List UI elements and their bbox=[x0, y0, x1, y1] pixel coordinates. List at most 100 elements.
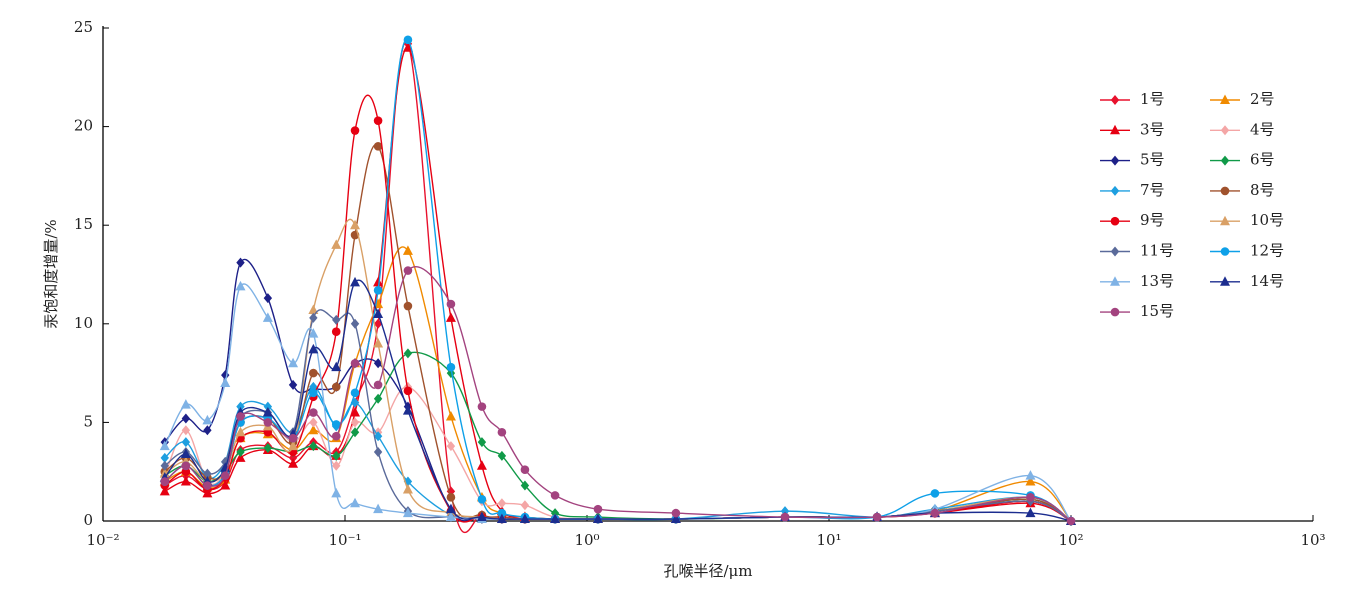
data-point bbox=[373, 276, 384, 287]
data-point bbox=[497, 498, 507, 509]
data-point bbox=[592, 513, 603, 524]
data-point bbox=[1066, 516, 1076, 526]
data-point bbox=[332, 460, 341, 471]
data-point bbox=[520, 480, 530, 491]
data-point bbox=[308, 424, 319, 435]
data-point bbox=[1025, 476, 1036, 486]
legend-label: 8号 bbox=[1250, 181, 1275, 199]
data-point bbox=[181, 467, 191, 477]
data-point bbox=[403, 35, 413, 45]
x-tick-label: 10⁰ bbox=[574, 531, 599, 549]
data-point bbox=[476, 511, 487, 522]
y-tick-label: 15 bbox=[74, 215, 93, 233]
data-point bbox=[202, 414, 213, 425]
data-point bbox=[332, 450, 341, 461]
data-point bbox=[308, 343, 319, 354]
data-point bbox=[332, 314, 341, 325]
legend-marker bbox=[1220, 155, 1230, 166]
data-point bbox=[331, 382, 341, 392]
data-point bbox=[235, 426, 246, 437]
data-point bbox=[550, 513, 561, 524]
data-point bbox=[373, 503, 384, 514]
x-tick-label: 10² bbox=[1058, 531, 1083, 549]
data-point bbox=[402, 483, 413, 494]
data-point bbox=[263, 443, 273, 454]
data-point bbox=[402, 42, 413, 52]
legend-label: 12号 bbox=[1250, 242, 1284, 260]
data-point bbox=[373, 338, 384, 348]
legend-label: 5号 bbox=[1140, 151, 1165, 169]
legend-marker bbox=[1110, 155, 1120, 166]
legend-marker bbox=[1220, 247, 1230, 256]
data-point bbox=[445, 511, 456, 522]
data-point bbox=[477, 402, 487, 411]
legend-label: 3号 bbox=[1140, 120, 1165, 138]
data-point bbox=[373, 431, 383, 442]
data-point bbox=[930, 508, 940, 518]
data-point bbox=[331, 431, 341, 441]
data-point bbox=[872, 512, 882, 522]
data-point bbox=[160, 460, 169, 471]
data-point bbox=[331, 361, 342, 372]
data-point bbox=[181, 461, 191, 471]
data-point bbox=[236, 446, 245, 457]
series-line bbox=[164, 246, 1072, 522]
y-axis-label: 汞饱和度增量/% bbox=[42, 219, 60, 328]
data-point bbox=[308, 304, 319, 314]
legend-label: 1号 bbox=[1140, 90, 1165, 108]
data-point bbox=[497, 427, 507, 437]
data-point bbox=[550, 491, 560, 500]
legend-marker bbox=[1110, 216, 1120, 226]
data-point bbox=[203, 468, 212, 479]
data-point bbox=[446, 441, 456, 452]
data-point bbox=[331, 327, 341, 336]
data-point bbox=[309, 441, 318, 452]
data-point bbox=[235, 280, 246, 291]
legend-label: 13号 bbox=[1140, 272, 1174, 290]
legend-label: 14号 bbox=[1250, 272, 1284, 290]
legend-marker bbox=[1220, 125, 1230, 136]
series-line bbox=[164, 39, 1072, 522]
data-point bbox=[403, 301, 413, 311]
x-tick-label: 10⁻² bbox=[86, 531, 119, 549]
data-point bbox=[1025, 470, 1036, 480]
data-point bbox=[309, 408, 318, 417]
data-point bbox=[350, 219, 361, 230]
data-point bbox=[373, 358, 383, 369]
x-tick-label: 10¹ bbox=[816, 531, 841, 549]
legend-label: 4号 bbox=[1250, 120, 1275, 138]
y-tick-label: 5 bbox=[83, 412, 93, 430]
legend-marker bbox=[1110, 185, 1120, 196]
legend-label: 11号 bbox=[1140, 242, 1174, 260]
legend-marker bbox=[1110, 95, 1120, 105]
data-point bbox=[373, 308, 384, 318]
data-point bbox=[288, 433, 298, 443]
data-point bbox=[403, 386, 413, 396]
legend-label: 6号 bbox=[1250, 151, 1275, 169]
data-point bbox=[263, 418, 273, 427]
data-point bbox=[159, 485, 170, 496]
data-point bbox=[220, 480, 231, 490]
data-point bbox=[350, 417, 360, 428]
data-point bbox=[373, 142, 383, 151]
data-point bbox=[288, 357, 299, 368]
legend-marker bbox=[1110, 276, 1120, 286]
data-point bbox=[180, 448, 191, 458]
data-point bbox=[350, 388, 360, 398]
data-point bbox=[350, 318, 360, 329]
data-point bbox=[1026, 493, 1035, 502]
x-tick-label: 10³ bbox=[1300, 531, 1325, 549]
data-point bbox=[331, 487, 342, 498]
data-point bbox=[309, 388, 318, 398]
data-point bbox=[309, 368, 318, 378]
data-point bbox=[263, 293, 273, 304]
data-point bbox=[220, 471, 230, 480]
y-tick-label: 20 bbox=[74, 117, 93, 135]
y-tick-label: 10 bbox=[74, 314, 93, 332]
y-tick-label: 25 bbox=[74, 18, 93, 36]
data-point bbox=[350, 427, 360, 438]
data-point bbox=[180, 399, 191, 409]
data-point bbox=[373, 116, 383, 125]
data-point bbox=[403, 348, 413, 359]
